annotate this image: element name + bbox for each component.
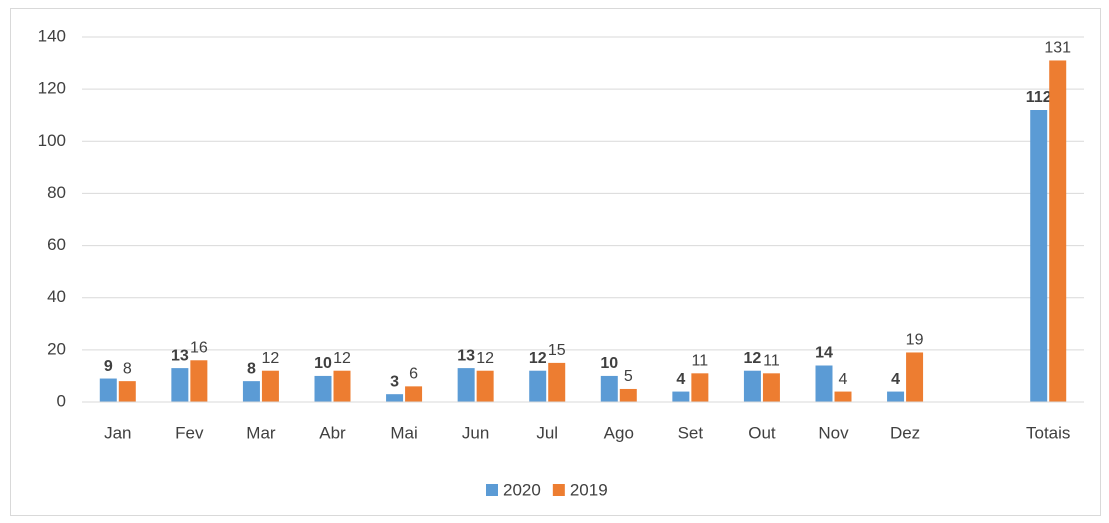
x-tick-label: Dez (890, 423, 920, 442)
y-tick-label: 100 (38, 131, 66, 150)
value-label: 16 (190, 340, 208, 357)
bar (691, 373, 709, 402)
bar (529, 370, 547, 402)
bar (333, 370, 351, 402)
bar (548, 362, 566, 402)
value-label: 131 (1044, 40, 1071, 57)
x-tick-label: Mai (390, 423, 417, 442)
bar (743, 370, 761, 402)
legend-label: 2019 (570, 480, 608, 499)
bar (906, 352, 924, 402)
y-tick-label: 0 (57, 391, 66, 410)
value-label: 112 (1026, 89, 1052, 106)
bar (834, 391, 852, 402)
bar (672, 391, 690, 402)
value-label: 11 (692, 353, 709, 370)
value-label: 10 (314, 355, 332, 372)
bar (476, 370, 494, 402)
value-label: 19 (906, 332, 924, 349)
x-tick-label: Jul (536, 423, 558, 442)
value-label: 3 (390, 373, 399, 390)
bar (457, 368, 475, 402)
legend-label: 2020 (503, 480, 541, 499)
value-label: 14 (815, 345, 833, 362)
bar (887, 391, 905, 402)
value-label: 12 (744, 350, 762, 367)
bar (600, 375, 618, 402)
x-tick-label: Fev (175, 423, 204, 442)
y-tick-label: 60 (47, 235, 66, 254)
bar (1030, 110, 1048, 402)
bar (171, 368, 189, 402)
value-label: 12 (262, 350, 280, 367)
bar (762, 373, 780, 402)
bar (118, 381, 136, 402)
legend-swatch (486, 484, 498, 496)
bar (1049, 60, 1067, 402)
x-tick-label: Totais (1026, 423, 1070, 442)
value-label: 4 (676, 371, 685, 388)
y-tick-label: 140 (38, 26, 66, 45)
y-tick-label: 20 (47, 339, 66, 358)
x-tick-label: Nov (818, 423, 849, 442)
bar (242, 381, 260, 402)
value-label: 8 (123, 360, 132, 377)
value-label: 15 (548, 342, 566, 359)
y-tick-label: 120 (38, 79, 66, 98)
y-tick-label: 40 (47, 287, 66, 306)
x-tick-label: Jun (462, 423, 489, 442)
y-tick-label: 80 (47, 183, 66, 202)
value-label: 8 (247, 360, 256, 377)
x-tick-label: Jan (104, 423, 131, 442)
bar (314, 375, 332, 402)
chart-border (10, 8, 1101, 516)
legend-swatch (552, 484, 565, 496)
value-label: 11 (763, 353, 780, 370)
value-label: 13 (171, 347, 189, 364)
x-tick-label: Out (748, 423, 776, 442)
x-tick-label: Abr (319, 423, 346, 442)
bar (405, 386, 423, 402)
value-label: 12 (529, 350, 547, 367)
value-label: 5 (624, 368, 633, 385)
value-label: 10 (600, 355, 618, 372)
bar (190, 360, 208, 402)
value-label: 12 (476, 350, 494, 367)
value-label: 6 (409, 366, 418, 383)
value-label: 4 (839, 371, 848, 388)
bar (815, 365, 833, 402)
bar (619, 388, 637, 402)
bar (261, 370, 279, 402)
x-tick-label: Set (678, 423, 704, 442)
value-label: 4 (891, 371, 900, 388)
x-tick-label: Mar (246, 423, 276, 442)
bar (386, 394, 404, 402)
value-label: 13 (457, 347, 475, 364)
x-tick-label: Ago (604, 423, 634, 442)
value-label: 12 (333, 350, 351, 367)
bar (99, 378, 117, 402)
value-label: 9 (104, 358, 113, 375)
